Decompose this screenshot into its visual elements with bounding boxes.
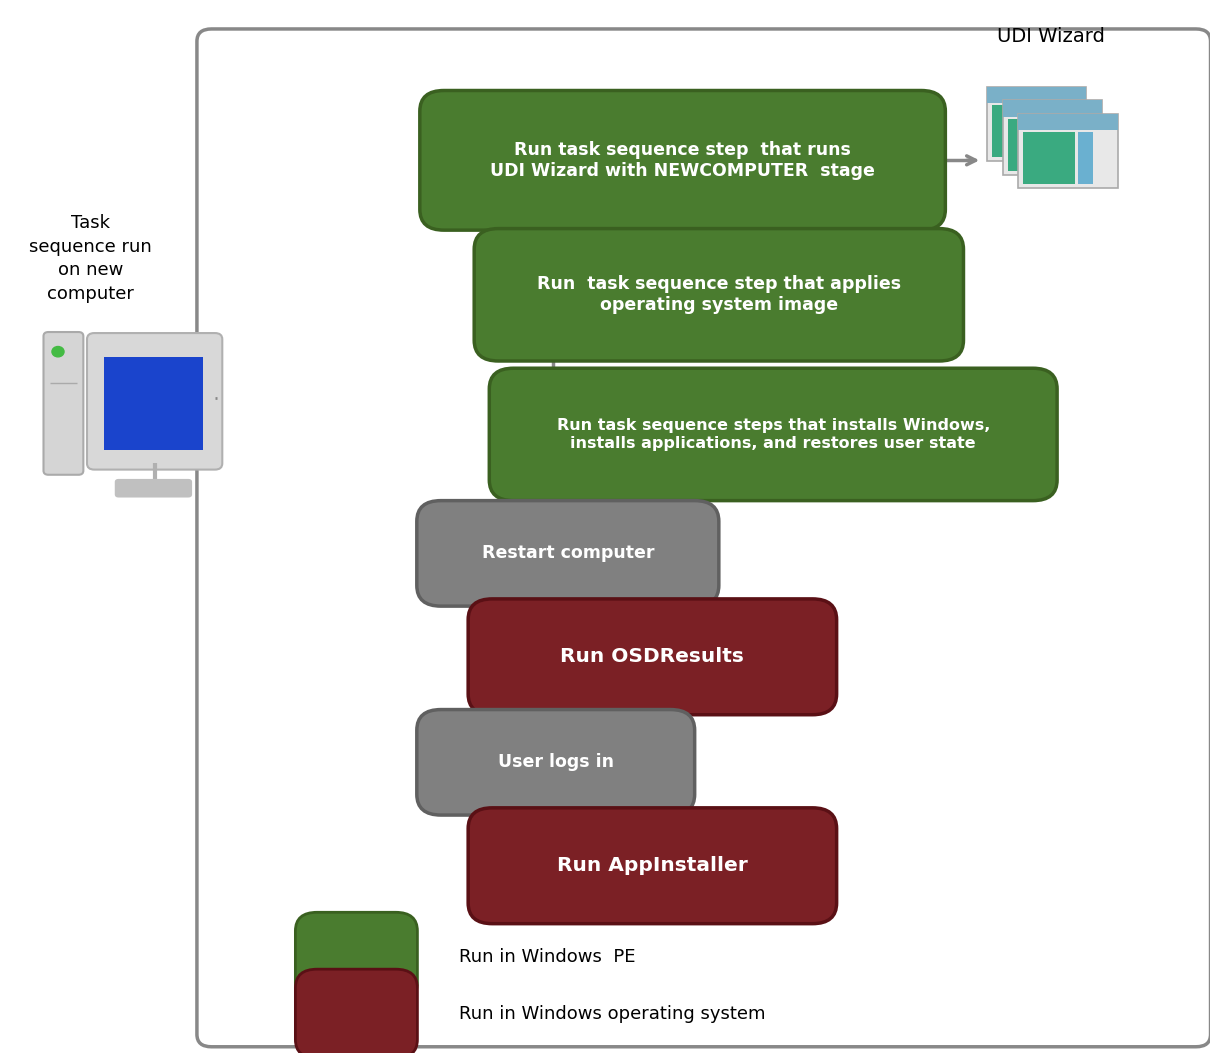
FancyBboxPatch shape (44, 332, 83, 475)
Text: User logs in: User logs in (497, 753, 613, 771)
FancyBboxPatch shape (1003, 100, 1102, 175)
Text: Task
sequence run
on new
computer: Task sequence run on new computer (29, 214, 152, 303)
FancyBboxPatch shape (197, 29, 1210, 1047)
Text: Run OSDResults: Run OSDResults (560, 648, 744, 667)
FancyBboxPatch shape (420, 91, 945, 231)
FancyBboxPatch shape (295, 969, 417, 1053)
Text: Run task sequence step  that runs
UDI Wizard with NEWCOMPUTER  stage: Run task sequence step that runs UDI Wiz… (490, 141, 875, 180)
FancyBboxPatch shape (1008, 119, 1059, 171)
FancyBboxPatch shape (468, 599, 836, 715)
FancyBboxPatch shape (87, 333, 223, 470)
FancyBboxPatch shape (1003, 100, 1102, 117)
Text: Run in Windows  PE: Run in Windows PE (459, 948, 635, 966)
FancyBboxPatch shape (416, 710, 695, 815)
FancyBboxPatch shape (1019, 114, 1118, 131)
FancyBboxPatch shape (1062, 119, 1077, 171)
FancyBboxPatch shape (115, 479, 192, 497)
FancyBboxPatch shape (489, 369, 1058, 500)
FancyBboxPatch shape (1024, 132, 1074, 184)
FancyBboxPatch shape (1078, 132, 1093, 184)
FancyBboxPatch shape (416, 500, 719, 607)
FancyBboxPatch shape (987, 87, 1087, 161)
Text: Run task sequence steps that installs Windows,
installs applications, and restor: Run task sequence steps that installs Wi… (557, 418, 990, 451)
Text: UDI Wizard: UDI Wizard (997, 26, 1105, 45)
FancyBboxPatch shape (295, 912, 417, 1001)
Text: Run in Windows operating system: Run in Windows operating system (459, 1005, 766, 1022)
Circle shape (52, 346, 64, 357)
FancyBboxPatch shape (104, 357, 203, 450)
Text: Run  task sequence step that applies
operating system image: Run task sequence step that applies oper… (537, 276, 901, 314)
FancyBboxPatch shape (1047, 105, 1061, 157)
Text: Restart computer: Restart computer (482, 544, 655, 562)
FancyBboxPatch shape (468, 808, 836, 923)
FancyBboxPatch shape (1019, 114, 1118, 188)
FancyBboxPatch shape (987, 87, 1087, 103)
FancyBboxPatch shape (474, 229, 963, 361)
Text: Run AppInstaller: Run AppInstaller (557, 856, 748, 875)
FancyBboxPatch shape (992, 105, 1043, 157)
